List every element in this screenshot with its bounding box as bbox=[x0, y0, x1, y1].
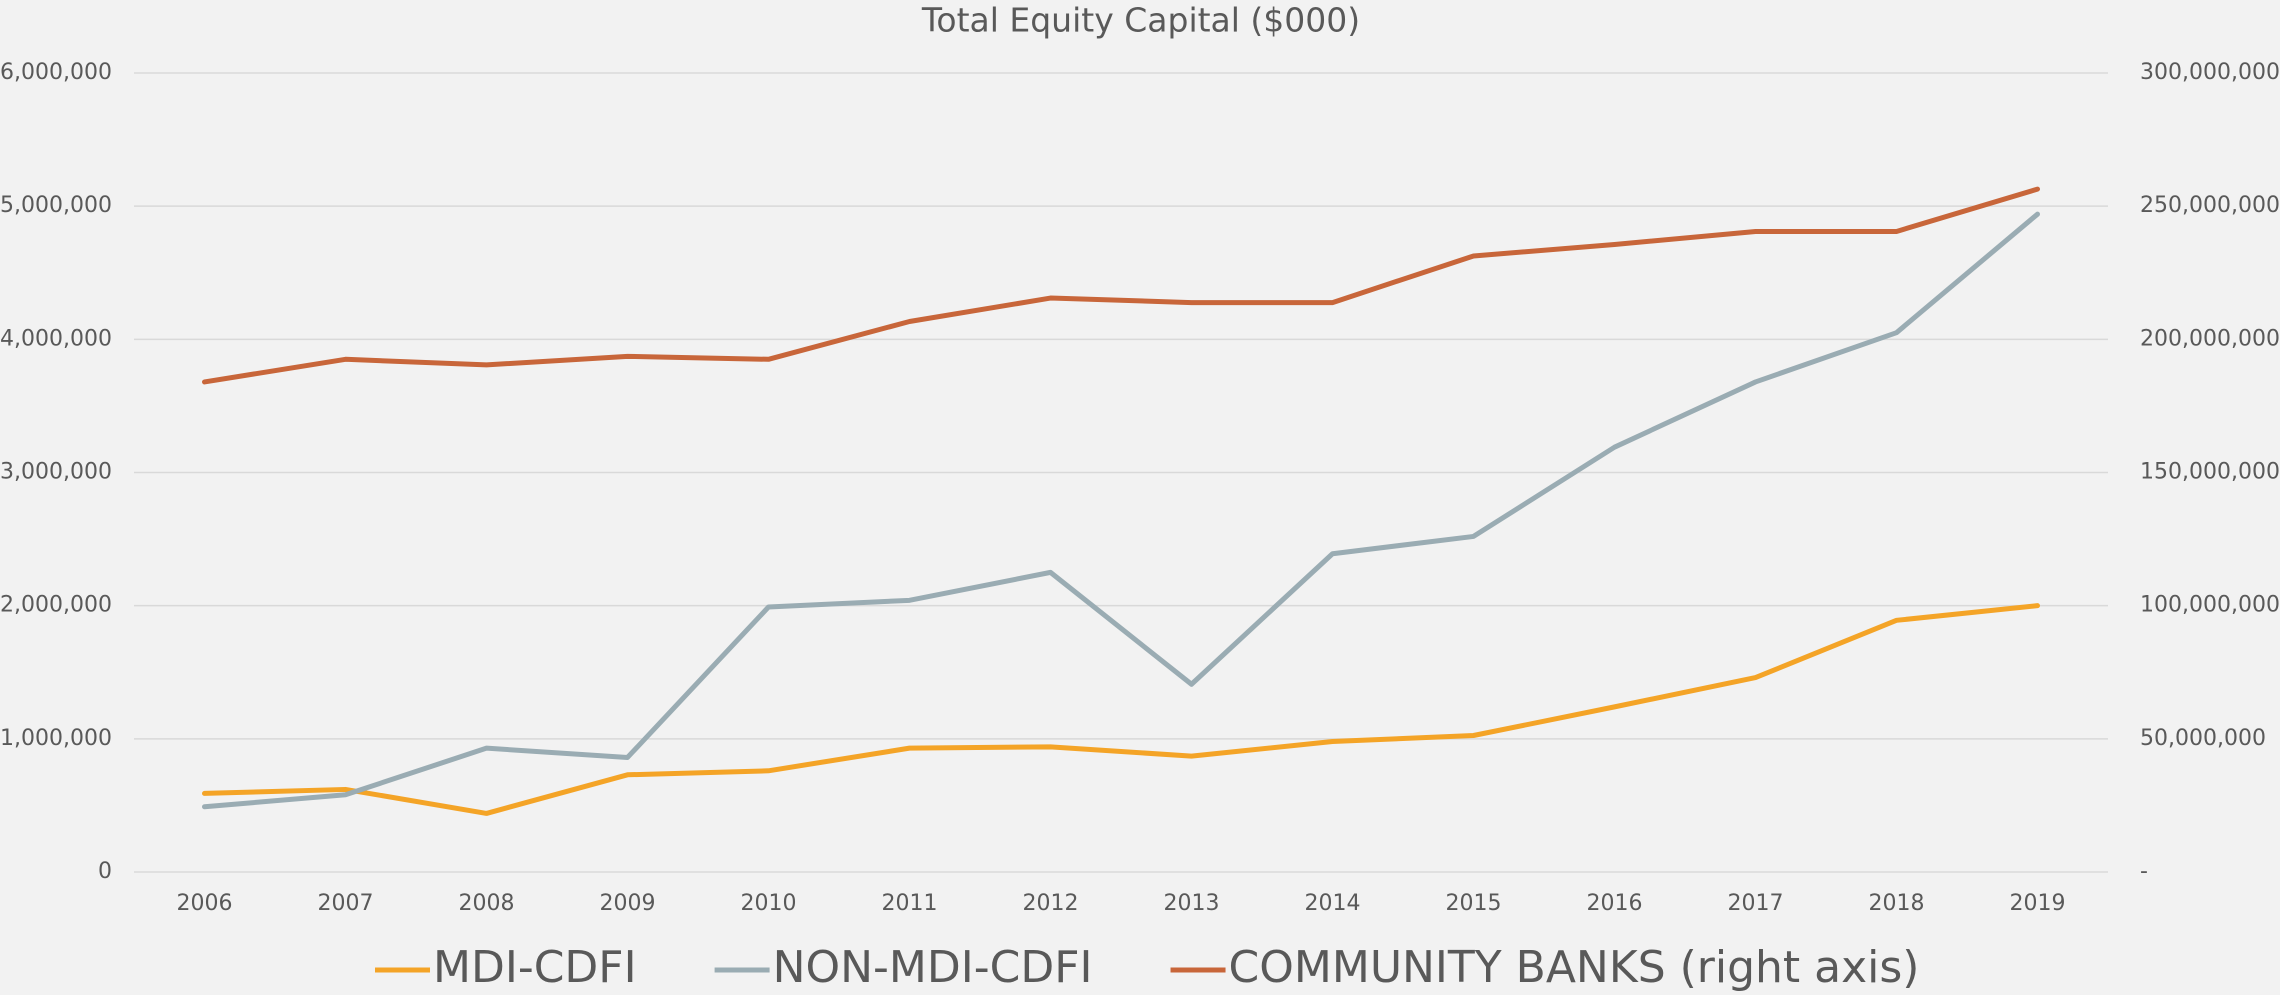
x-tick-label: 2008 bbox=[459, 891, 515, 916]
x-tick-label: 2017 bbox=[1728, 891, 1784, 916]
y-tick-label: 5,000,000 bbox=[0, 193, 112, 218]
legend-label: NON-MDI-CDFI bbox=[773, 942, 1093, 993]
y-tick-label: 0 bbox=[98, 859, 112, 884]
x-tick-label: 2019 bbox=[2010, 891, 2066, 916]
legend-label: COMMUNITY BANKS (right axis) bbox=[1229, 942, 1920, 993]
y2-tick-label: 50,000,000 bbox=[2140, 726, 2266, 751]
x-tick-label: 2010 bbox=[741, 891, 797, 916]
series-line bbox=[202, 603, 2040, 816]
chart-title: Total Equity Capital ($000) bbox=[921, 1, 1360, 40]
series-line bbox=[202, 211, 2040, 810]
x-tick-label: 2011 bbox=[882, 891, 938, 916]
legend-label: MDI-CDFI bbox=[433, 942, 637, 993]
x-tick-label: 2018 bbox=[1869, 891, 1925, 916]
x-tick-label: 2013 bbox=[1164, 891, 1220, 916]
y2-tick-label: 300,000,000 bbox=[2140, 60, 2280, 85]
x-tick-label: 2014 bbox=[1305, 891, 1361, 916]
x-tick-label: 2007 bbox=[318, 891, 374, 916]
series-line bbox=[202, 186, 2040, 385]
x-tick-label: 2012 bbox=[1023, 891, 1079, 916]
y-tick-label: 1,000,000 bbox=[0, 726, 112, 751]
y-tick-label: 4,000,000 bbox=[0, 326, 112, 351]
x-tick-label: 2006 bbox=[177, 891, 233, 916]
y2-tick-label: 100,000,000 bbox=[2140, 593, 2280, 618]
y2-tick-label: - bbox=[2140, 859, 2148, 884]
y2-tick-label: 150,000,000 bbox=[2140, 460, 2280, 485]
y-tick-label: 2,000,000 bbox=[0, 593, 112, 618]
x-tick-label: 2009 bbox=[600, 891, 656, 916]
y-tick-label: 6,000,000 bbox=[0, 60, 112, 85]
y2-tick-label: 250,000,000 bbox=[2140, 193, 2280, 218]
x-tick-label: 2016 bbox=[1587, 891, 1643, 916]
x-tick-label: 2015 bbox=[1446, 891, 1502, 916]
y2-tick-label: 200,000,000 bbox=[2140, 326, 2280, 351]
y-tick-label: 3,000,000 bbox=[0, 460, 112, 485]
